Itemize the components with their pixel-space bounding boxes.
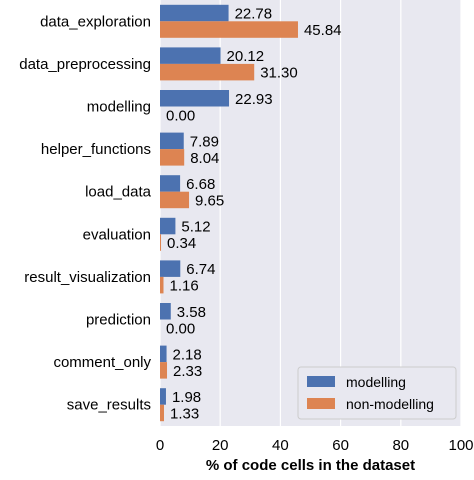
category-label: helper_functions bbox=[41, 141, 151, 158]
bar-modelling bbox=[160, 47, 221, 64]
value-label: 1.16 bbox=[169, 278, 198, 295]
bar-modelling bbox=[160, 175, 181, 192]
x-tick-label: 100 bbox=[448, 437, 473, 454]
bar-modelling bbox=[160, 90, 230, 107]
x-tick-label: 80 bbox=[392, 437, 409, 454]
bar-non-modelling bbox=[160, 276, 164, 294]
value-label: 22.93 bbox=[235, 91, 273, 108]
value-label: 0.00 bbox=[166, 320, 195, 337]
value-label: 2.18 bbox=[173, 346, 202, 363]
value-label: 8.04 bbox=[190, 150, 219, 167]
x-tick-labels: 0 20 40 60 80 100 bbox=[156, 437, 474, 454]
category-label: prediction bbox=[86, 312, 151, 329]
bar-non-modelling bbox=[160, 362, 168, 379]
bar-modelling bbox=[160, 345, 167, 363]
bar-modelling bbox=[160, 217, 176, 235]
category-label: save_results bbox=[67, 397, 151, 414]
value-label: 3.58 bbox=[177, 304, 206, 321]
value-label: 31.30 bbox=[260, 65, 298, 82]
category-label: result_visualization bbox=[24, 269, 151, 286]
category-label: modelling bbox=[87, 99, 151, 116]
value-label: 7.89 bbox=[190, 133, 219, 150]
legend-label-non-modelling: non-modelling bbox=[346, 396, 434, 412]
bars bbox=[160, 4, 298, 422]
bar-modelling bbox=[160, 303, 171, 320]
value-label: 22.78 bbox=[235, 6, 273, 23]
legend: modelling non-modelling bbox=[297, 366, 457, 420]
legend-swatch-non-modelling bbox=[307, 398, 335, 409]
value-label: 9.65 bbox=[195, 192, 224, 209]
bar-non-modelling bbox=[160, 191, 190, 209]
x-tick-label: 60 bbox=[332, 437, 349, 454]
bar-non-modelling bbox=[160, 21, 298, 38]
category-label: data_preprocessing bbox=[19, 56, 151, 73]
value-label: 2.33 bbox=[173, 363, 202, 380]
x-tick-label: 0 bbox=[156, 437, 164, 454]
bar-modelling bbox=[160, 4, 229, 22]
value-label: 45.84 bbox=[304, 22, 342, 39]
value-label: 0.00 bbox=[166, 107, 195, 124]
legend-label-modelling: modelling bbox=[346, 374, 406, 390]
category-label: evaluation bbox=[83, 226, 151, 243]
bar-non-modelling bbox=[160, 63, 255, 81]
bar-non-modelling bbox=[160, 234, 162, 251]
bar-modelling bbox=[160, 132, 184, 150]
category-labels: data_exploration data_preprocessingmodell… bbox=[19, 13, 151, 413]
value-label: 20.12 bbox=[227, 48, 265, 65]
value-label: 0.34 bbox=[167, 235, 196, 252]
bar-modelling bbox=[160, 388, 166, 405]
category-label: data_exploration bbox=[40, 13, 151, 30]
value-label: 5.12 bbox=[181, 219, 210, 236]
value-label: 6.68 bbox=[186, 176, 215, 193]
value-label: 1.98 bbox=[172, 389, 201, 406]
value-label: 6.74 bbox=[186, 261, 215, 278]
bar-non-modelling bbox=[160, 404, 165, 422]
x-axis-title: % of code cells in the dataset bbox=[206, 457, 415, 474]
bar-non-modelling bbox=[160, 149, 185, 166]
bar-modelling bbox=[160, 260, 181, 277]
x-tick-label: 20 bbox=[212, 437, 229, 454]
legend-swatch-modelling bbox=[307, 376, 335, 387]
category-label: comment_only bbox=[53, 354, 151, 371]
value-label: 1.33 bbox=[170, 405, 199, 422]
legend-box bbox=[297, 366, 457, 420]
x-tick-label: 40 bbox=[272, 437, 289, 454]
category-label: load_data bbox=[85, 184, 152, 201]
